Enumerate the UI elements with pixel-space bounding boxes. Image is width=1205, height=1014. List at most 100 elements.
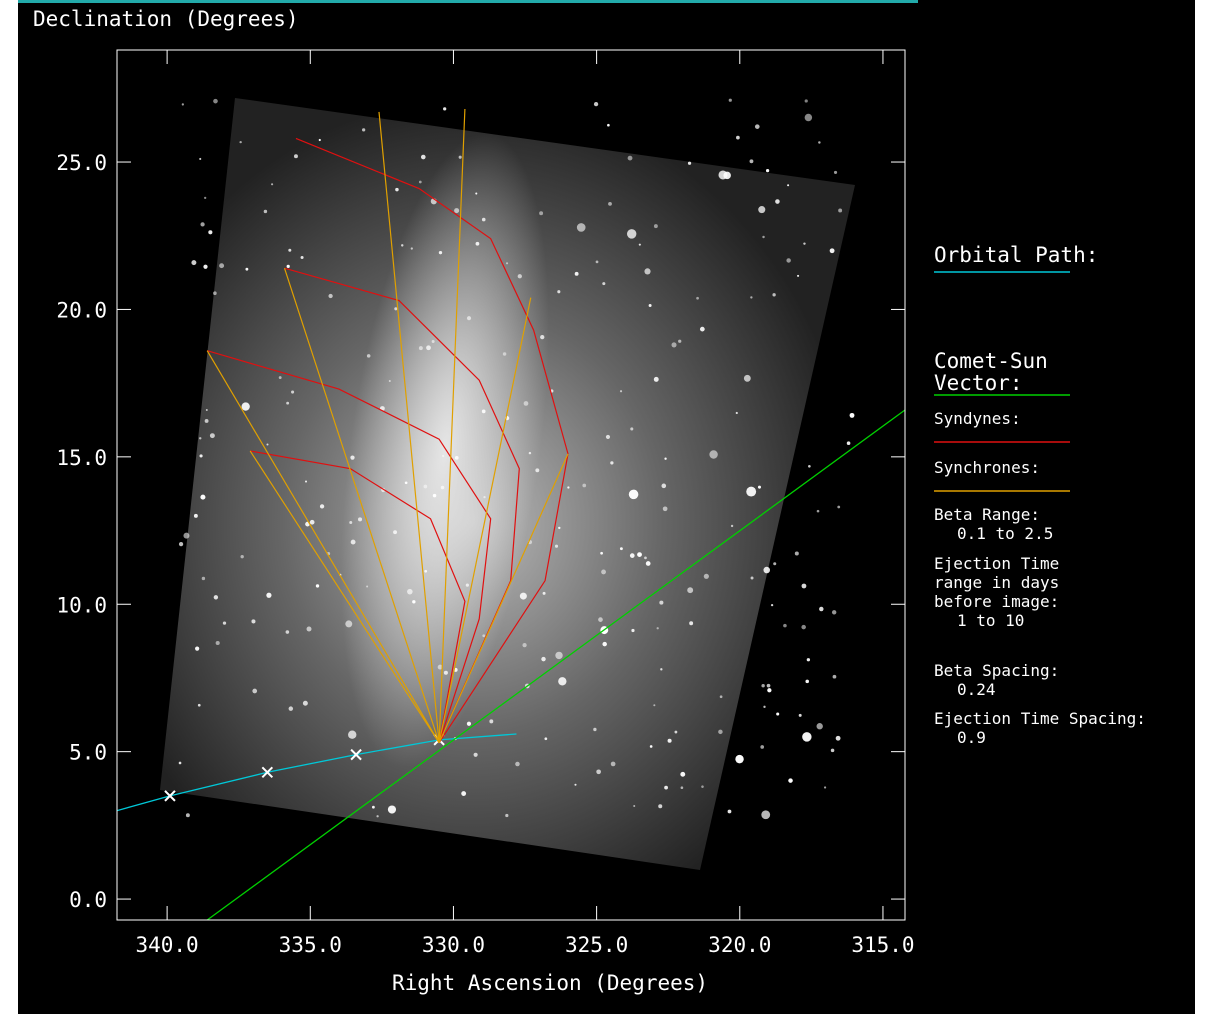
star [200, 495, 205, 500]
star [607, 124, 610, 127]
star [407, 589, 413, 595]
star [271, 183, 273, 185]
star [393, 530, 397, 534]
star [535, 468, 539, 472]
star [755, 124, 760, 129]
star [758, 486, 761, 489]
star [837, 506, 840, 509]
star [658, 804, 662, 808]
star [807, 658, 810, 661]
star [467, 316, 471, 320]
star [543, 592, 546, 595]
star [801, 625, 806, 630]
star [524, 401, 529, 406]
star [639, 244, 641, 246]
star [389, 380, 391, 382]
star [482, 634, 485, 637]
star [654, 224, 658, 228]
star [746, 487, 756, 497]
star [582, 484, 586, 488]
star [555, 545, 558, 548]
star [412, 600, 415, 603]
star [424, 485, 428, 489]
star [210, 433, 215, 438]
star [650, 745, 653, 748]
star [411, 247, 413, 249]
star [787, 184, 789, 186]
star [680, 772, 685, 777]
star [575, 272, 579, 276]
star [474, 753, 478, 757]
star [805, 99, 808, 102]
star [251, 619, 255, 623]
chart: Declination (Degrees) Right Ascension (D… [0, 0, 1205, 1014]
star [758, 206, 765, 213]
star [419, 346, 423, 350]
star [838, 209, 842, 213]
star [206, 409, 208, 411]
star [219, 263, 224, 268]
star [611, 762, 616, 767]
star [348, 731, 356, 739]
x-tick-label: 325.0 [565, 933, 628, 957]
star [454, 208, 459, 213]
star [316, 584, 319, 587]
star [279, 376, 282, 379]
star [704, 574, 709, 579]
star [728, 810, 732, 814]
star [653, 704, 655, 706]
star [783, 624, 787, 628]
star [596, 769, 601, 774]
star [847, 441, 851, 445]
star [366, 586, 368, 588]
star [628, 156, 633, 161]
star [444, 671, 448, 675]
star [489, 719, 493, 723]
x-tick-label: 315.0 [851, 933, 914, 957]
star [657, 627, 659, 629]
star [633, 805, 635, 807]
star [687, 587, 693, 593]
star [198, 704, 201, 707]
star [351, 540, 356, 545]
star [319, 139, 321, 141]
legend-label: Syndynes: [934, 409, 1021, 428]
star [766, 169, 769, 172]
star [788, 778, 792, 782]
star [286, 402, 289, 405]
star [266, 444, 268, 446]
star [601, 570, 606, 575]
star [802, 584, 807, 589]
star [681, 786, 684, 789]
star [558, 527, 560, 529]
star [803, 242, 805, 244]
star [824, 786, 826, 788]
star [441, 486, 445, 490]
star [213, 99, 218, 104]
note-text: Beta Range: [934, 505, 1040, 524]
legend-label: Synchrones: [934, 458, 1040, 477]
star [620, 390, 622, 392]
star [596, 261, 599, 264]
star [620, 547, 623, 550]
star [482, 410, 486, 414]
star [540, 335, 544, 339]
star [735, 755, 743, 763]
star [242, 402, 250, 410]
star [802, 732, 811, 741]
star [475, 193, 477, 195]
star [433, 494, 436, 497]
star [700, 327, 705, 332]
star [214, 595, 218, 599]
x-tick-label: 335.0 [279, 933, 342, 957]
star [186, 813, 190, 817]
star [252, 689, 257, 694]
star [689, 621, 693, 625]
star [421, 155, 426, 160]
star [744, 375, 751, 382]
star [208, 230, 212, 234]
star [194, 514, 198, 518]
star [204, 197, 206, 199]
x-axis-label: Right Ascension (Degrees) [392, 971, 708, 995]
star [709, 450, 717, 458]
